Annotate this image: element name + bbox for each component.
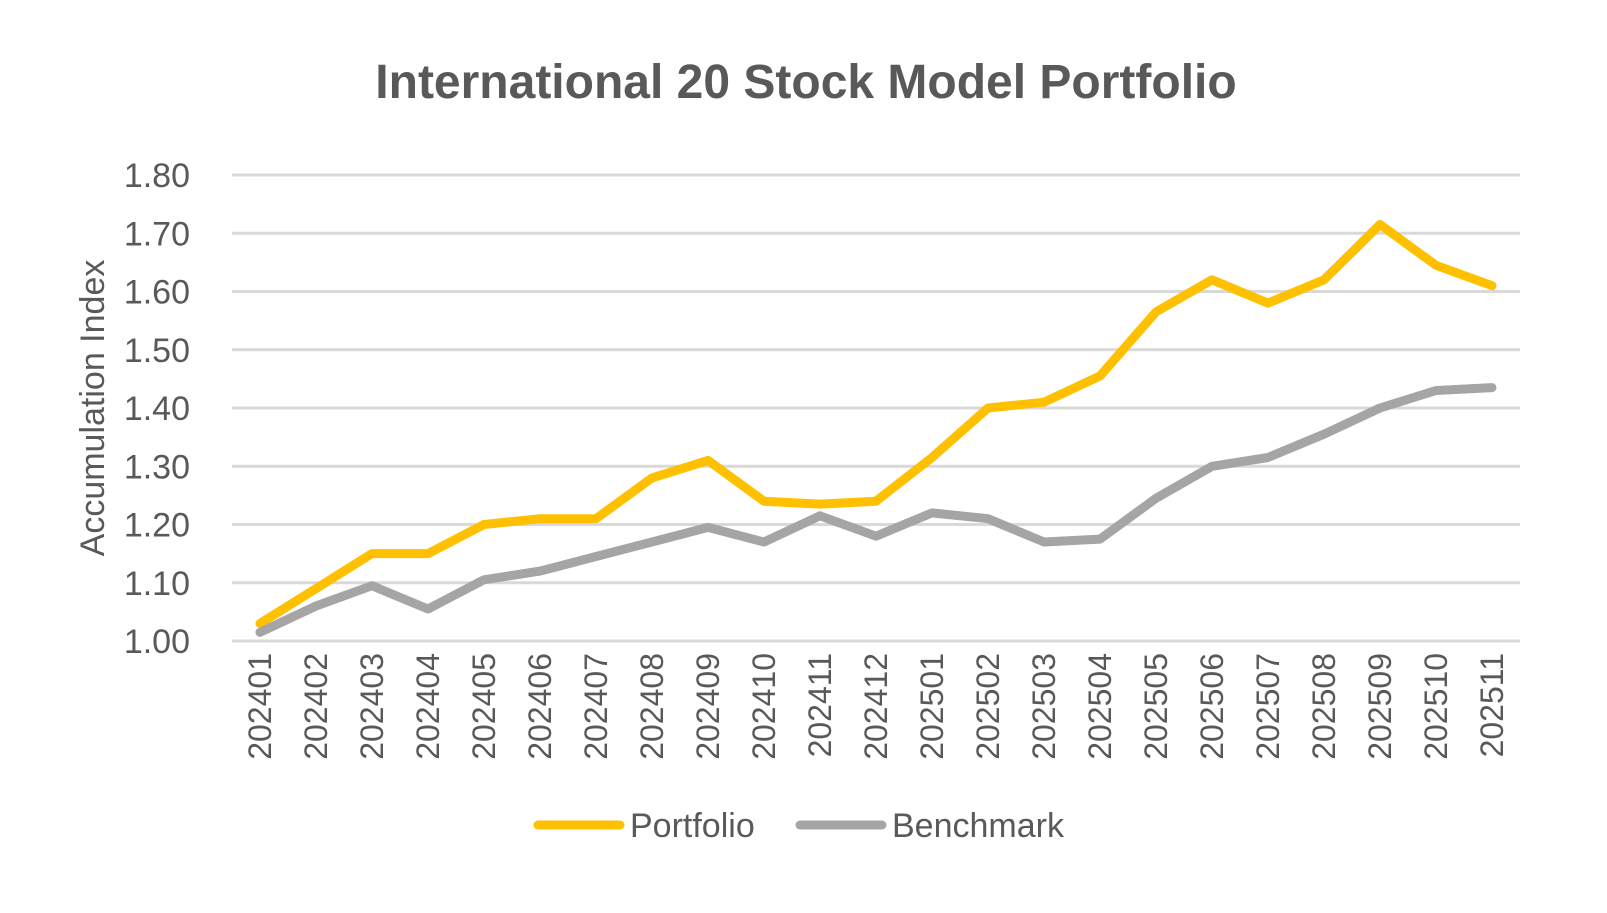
x-tick-label: 202501 xyxy=(914,653,950,760)
y-tick-label: 1.70 xyxy=(124,215,190,253)
x-tick-label: 202511 xyxy=(1474,653,1510,757)
y-tick-label: 1.00 xyxy=(124,623,190,661)
x-tick-label: 202405 xyxy=(466,653,502,760)
x-tick-label: 202408 xyxy=(634,653,670,760)
y-axis-label: Accumulation Index xyxy=(74,260,112,557)
x-tick-label: 202505 xyxy=(1138,653,1174,760)
x-tick-label: 202504 xyxy=(1082,653,1118,760)
series-lines xyxy=(255,220,1497,637)
legend-label-portfolio: Portfolio xyxy=(630,807,755,845)
y-tick-label: 1.40 xyxy=(124,390,190,428)
x-tick-label: 202411 xyxy=(802,653,838,757)
x-tick-label: 202404 xyxy=(410,653,446,760)
x-tick-label: 202507 xyxy=(1250,653,1286,760)
y-tick-label: 1.50 xyxy=(124,332,190,370)
x-axis-ticks: 202401 202402 202403 202404 202405 202406 2024… xyxy=(242,653,1510,760)
y-tick-label: 1.30 xyxy=(124,448,190,486)
x-tick-label: 202403 xyxy=(354,653,390,760)
x-tick-label: 202402 xyxy=(298,653,334,760)
x-tick-label: 202503 xyxy=(1026,653,1062,760)
x-tick-label: 202509 xyxy=(1362,653,1398,760)
x-tick-label: 202502 xyxy=(970,653,1006,760)
y-axis-ticks: 1.00 1.10 1.20 1.30 1.40 1.50 1.60 1.70 1.80 xyxy=(124,157,190,661)
x-tick-label: 202406 xyxy=(522,653,558,760)
y-tick-label: 1.20 xyxy=(124,507,190,545)
x-tick-label: 202510 xyxy=(1418,653,1454,760)
x-tick-label: 202401 xyxy=(242,653,278,760)
x-tick-label: 202506 xyxy=(1194,653,1230,760)
x-tick-label: 202412 xyxy=(858,653,894,760)
x-tick-label: 202407 xyxy=(578,653,614,760)
legend-label-benchmark: Benchmark xyxy=(892,807,1065,845)
x-tick-label: 202409 xyxy=(690,653,726,760)
gridlines xyxy=(232,173,1520,643)
series-line-portfolio xyxy=(255,220,1497,628)
x-tick-label: 202410 xyxy=(746,653,782,760)
y-tick-label: 1.60 xyxy=(124,274,190,312)
legend: Portfolio Benchmark xyxy=(533,807,1065,845)
series-line-benchmark xyxy=(255,383,1497,637)
x-tick-label: 202508 xyxy=(1306,653,1342,760)
chart-title: International 20 Stock Model Portfolio xyxy=(375,56,1236,109)
y-tick-label: 1.80 xyxy=(124,157,190,195)
y-tick-label: 1.10 xyxy=(124,565,190,603)
